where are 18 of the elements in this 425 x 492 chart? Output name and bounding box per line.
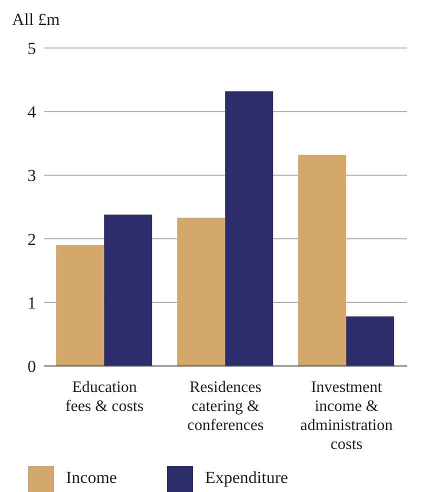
legend-label: Expenditure (204, 468, 288, 487)
y-tick-label: 5 (28, 39, 36, 58)
bar (298, 154, 346, 366)
bar (177, 218, 226, 366)
x-tick-label: Investment income & administration costs (300, 379, 393, 453)
y-tick-label: 0 (28, 357, 36, 376)
bar (225, 91, 274, 366)
x-tick-label: Residences catering & conferences (187, 379, 264, 434)
y-tick-label: 3 (28, 166, 36, 186)
bar (56, 245, 104, 366)
bar (104, 214, 152, 366)
y-tick-label: 1 (28, 293, 36, 312)
y-axis-title: All £m (12, 10, 60, 30)
legend-label: Income (66, 468, 117, 487)
bar (346, 316, 394, 366)
y-tick-label: 4 (28, 102, 36, 122)
y-tick-label: 2 (28, 230, 36, 249)
x-tick-label: Education fees & costs (65, 379, 144, 415)
